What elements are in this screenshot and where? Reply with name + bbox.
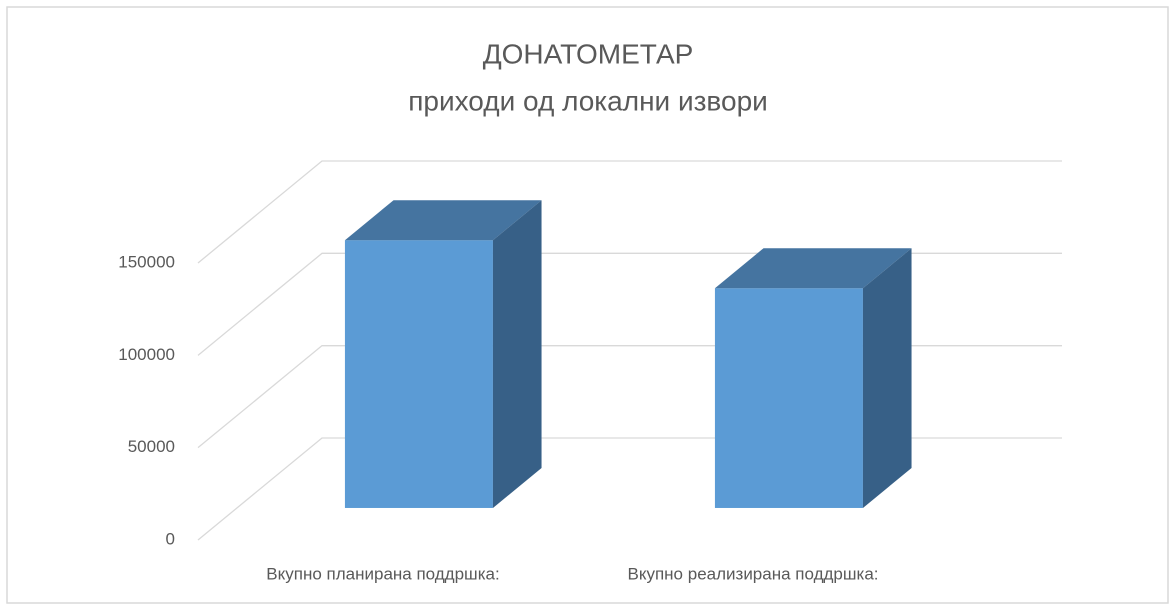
y-tick-label: 100000	[118, 345, 175, 364]
chart-subtitle: приходи од локални извори	[408, 85, 768, 116]
bar-side	[492, 200, 542, 508]
bar-top	[344, 200, 542, 241]
x-tick-label: Вкупно реализирана поддршка:	[628, 564, 879, 583]
y-tick-label: 150000	[118, 252, 175, 271]
y-tick-label: 50000	[128, 437, 175, 456]
grid-line	[197, 160, 1062, 264]
bar-front	[714, 288, 863, 508]
y-tick-label: 0	[166, 529, 175, 548]
chart-title: ДОНАТОМЕТАР	[483, 38, 694, 69]
bar-top	[714, 248, 912, 289]
chart-border	[6, 6, 1169, 604]
bar-side	[862, 248, 912, 508]
bar-front	[344, 240, 493, 508]
x-tick-label: Вкупно планирана поддршка:	[266, 564, 499, 583]
